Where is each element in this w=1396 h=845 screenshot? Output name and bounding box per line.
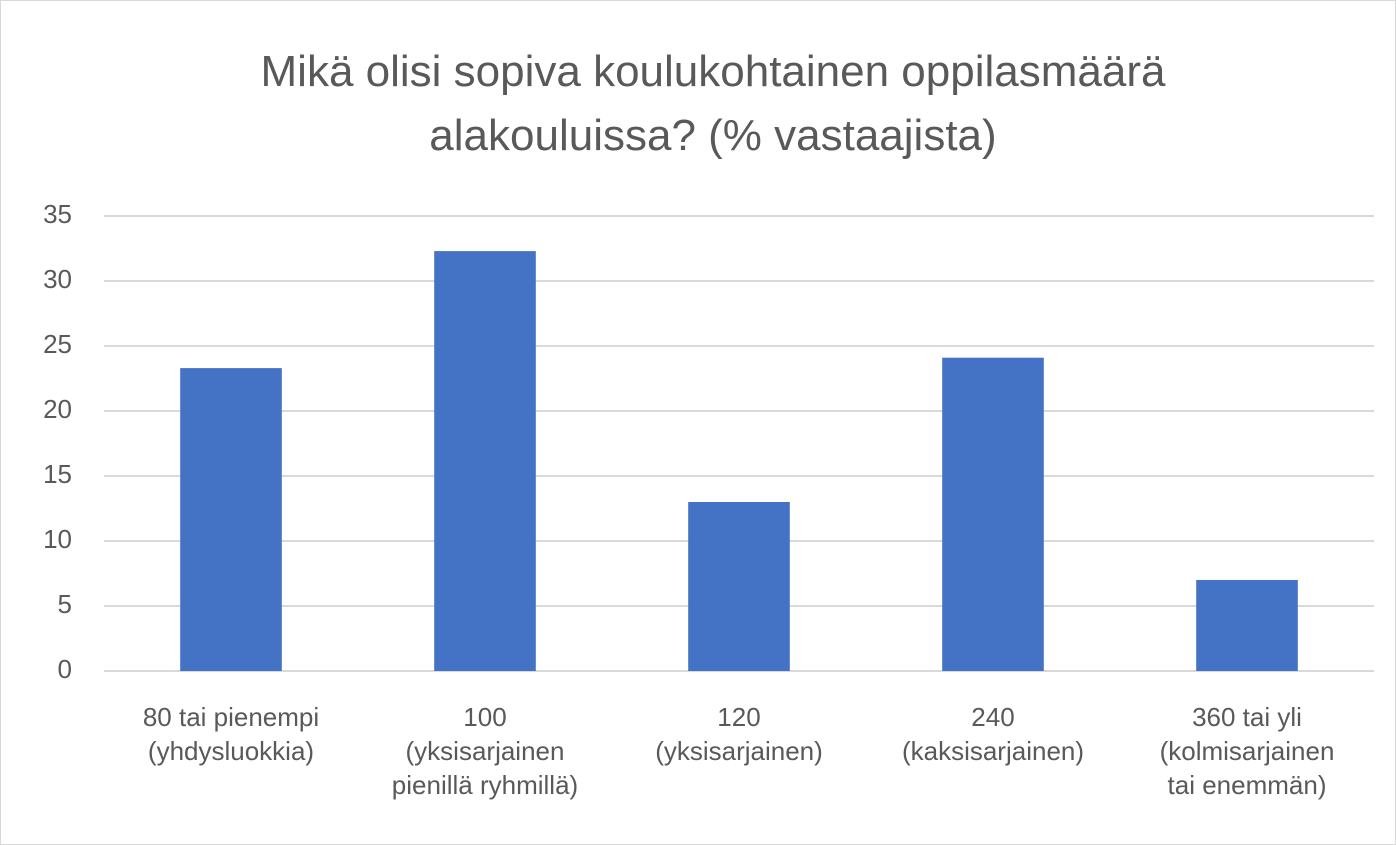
x-tick-label: 120 (yksisarjainen) <box>655 702 823 766</box>
x-tick-label: 80 tai pienempi (yhdysluokkia) <box>142 702 320 766</box>
bar <box>180 368 282 671</box>
x-tick-label: 100 (yksisarjainen pienillä ryhmillä) <box>391 702 579 800</box>
bar <box>434 251 536 671</box>
bar <box>1196 580 1298 671</box>
y-tick-label: 10 <box>43 524 72 554</box>
y-tick-label: 35 <box>43 199 72 229</box>
y-tick-label: 15 <box>43 459 72 489</box>
y-tick-label: 30 <box>43 264 72 294</box>
chart-title: Mikä olisi sopiva koulukohtainen oppilas… <box>260 47 1166 160</box>
y-tick-label: 20 <box>43 394 72 424</box>
bar <box>688 502 790 671</box>
bar <box>942 357 1044 671</box>
y-tick-label: 25 <box>43 329 72 359</box>
x-tick-label: 360 tai yli (kolmisarjainen tai enemmän) <box>1159 702 1335 800</box>
y-tick-label: 0 <box>58 654 72 684</box>
x-tick-label: 240 (kaksisarjainen) <box>901 702 1085 766</box>
y-tick-label: 5 <box>58 589 72 619</box>
